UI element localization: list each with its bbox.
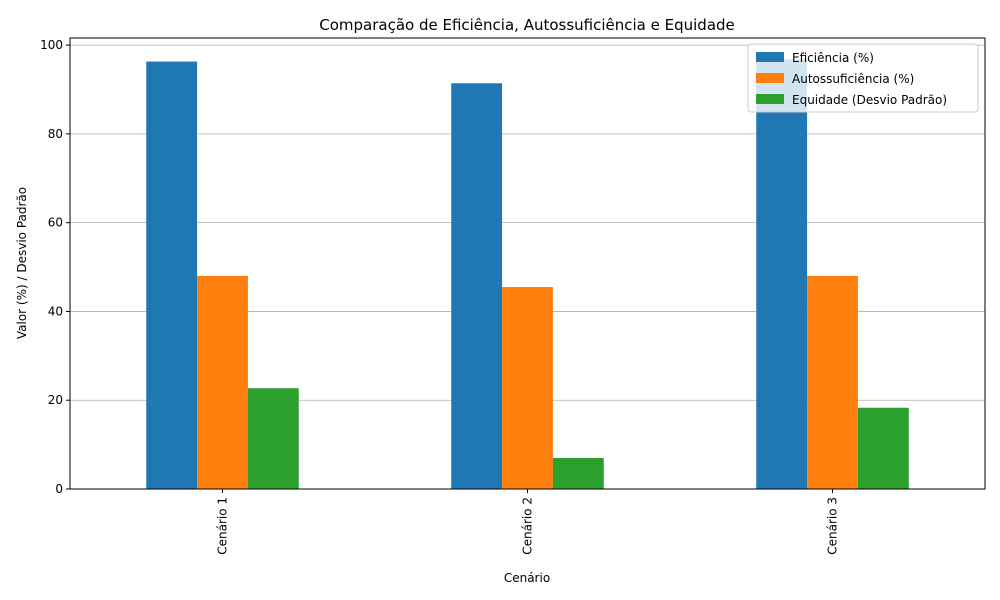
x-axis-title: Cenário	[504, 571, 550, 585]
ticks-layer: 0 20 40 60 80 100 Cenário 1 Cenário 2 Cenário 3	[40, 38, 839, 555]
bar-2-1	[197, 275, 248, 489]
legend-swatch	[756, 94, 784, 104]
bar-2-2	[502, 287, 553, 489]
y-tick-label: 40	[48, 304, 63, 318]
chart-title: Comparação de Eficiência, Autossuficiênc…	[319, 16, 735, 34]
legend: Eficiência (%) Autossuficiência (%) Equida…	[747, 43, 979, 113]
y-tick-label: 80	[48, 127, 63, 141]
y-tick-label: 20	[48, 393, 63, 407]
y-axis-title: Valor (%) / Desvio Padrão	[15, 187, 29, 339]
x-tick-label: Cenário 2	[521, 497, 535, 555]
y-tick-label: 60	[48, 216, 63, 230]
legend-frame	[747, 43, 979, 113]
legend-label: Equidade (Desvio Padrão)	[792, 93, 947, 107]
y-tick-label: 100	[40, 38, 63, 52]
legend-label: Autossuficiência (%)	[792, 72, 914, 86]
bar-3-1	[247, 388, 299, 489]
legend-swatch	[756, 52, 784, 62]
bar-2-3	[807, 275, 858, 489]
x-tick-label: Cenário 3	[826, 497, 840, 555]
y-tick-label: 0	[55, 482, 63, 496]
x-tick-label: Cenário 1	[216, 497, 230, 555]
bar-3-3	[857, 407, 909, 489]
bar-3-2	[552, 457, 604, 489]
bar-1-1	[146, 61, 198, 489]
bars-layer	[146, 59, 909, 489]
bar-1-3	[756, 59, 808, 489]
legend-swatch	[756, 73, 784, 83]
legend-label: Eficiência (%)	[792, 51, 874, 65]
bar-1-2	[451, 83, 503, 489]
